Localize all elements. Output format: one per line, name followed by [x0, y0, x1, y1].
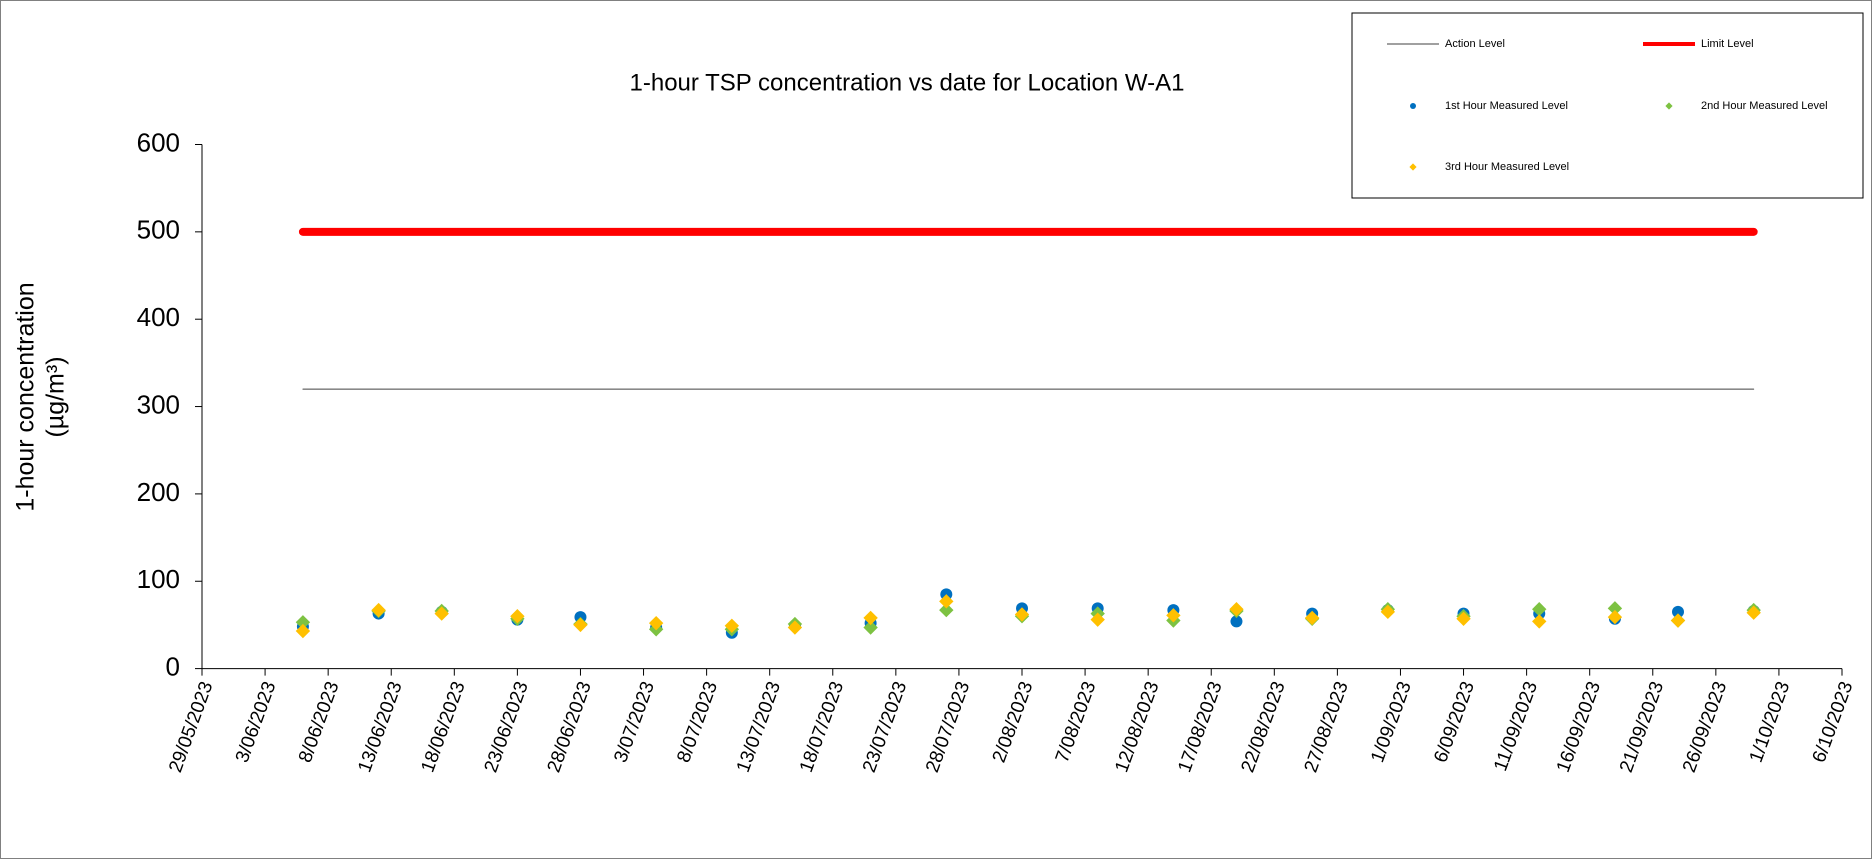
data-point — [1670, 613, 1686, 628]
legend-swatch — [1410, 103, 1416, 109]
legend-swatch — [1409, 163, 1417, 171]
data-point — [1456, 611, 1471, 627]
y-tick-label: 0 — [166, 651, 180, 681]
data-point — [1014, 607, 1030, 622]
data-point — [1607, 609, 1623, 625]
data-point — [295, 623, 311, 639]
legend-label: 1st Hour Measured Level — [1445, 100, 1568, 112]
legend-label: Action Level — [1445, 38, 1505, 50]
y-tick-label: 300 — [137, 389, 180, 419]
legend-label: Limit Level — [1701, 38, 1754, 50]
data-point — [434, 606, 449, 621]
y-axis-label: (µg/m³) — [42, 356, 70, 437]
y-tick-label: 100 — [137, 564, 180, 594]
data-point — [1607, 601, 1623, 616]
data-point — [1380, 604, 1396, 620]
data-point — [863, 610, 878, 626]
legend-label: 3rd Hour Measured Level — [1445, 161, 1569, 173]
data-point — [1304, 610, 1320, 626]
data-point — [1166, 608, 1181, 623]
data-point — [939, 602, 954, 618]
data-point — [1229, 602, 1244, 617]
chart-title: 1-hour TSP concentration vs date for Loc… — [630, 69, 1185, 96]
data-point — [1090, 612, 1105, 627]
y-tick-label: 500 — [137, 215, 180, 245]
data-point — [1532, 602, 1547, 617]
legend-label: 2nd Hour Measured Level — [1701, 100, 1828, 112]
data-point — [1746, 605, 1761, 620]
data-point — [939, 594, 954, 609]
y-axis-label: 1-hour concentration — [12, 282, 40, 511]
data-point — [1672, 605, 1684, 618]
data-point — [648, 615, 664, 631]
legend-swatch — [1665, 102, 1673, 110]
data-point — [371, 602, 386, 618]
y-tick-label: 400 — [137, 302, 180, 332]
data-point — [787, 620, 803, 635]
data-point — [510, 608, 525, 624]
data-point — [863, 620, 878, 635]
data-point — [573, 617, 588, 633]
data-point — [724, 618, 740, 633]
y-tick-label: 600 — [137, 127, 180, 157]
data-point — [1230, 615, 1243, 628]
data-point — [1532, 614, 1547, 629]
data-point — [295, 615, 311, 630]
y-tick-label: 200 — [137, 477, 180, 507]
